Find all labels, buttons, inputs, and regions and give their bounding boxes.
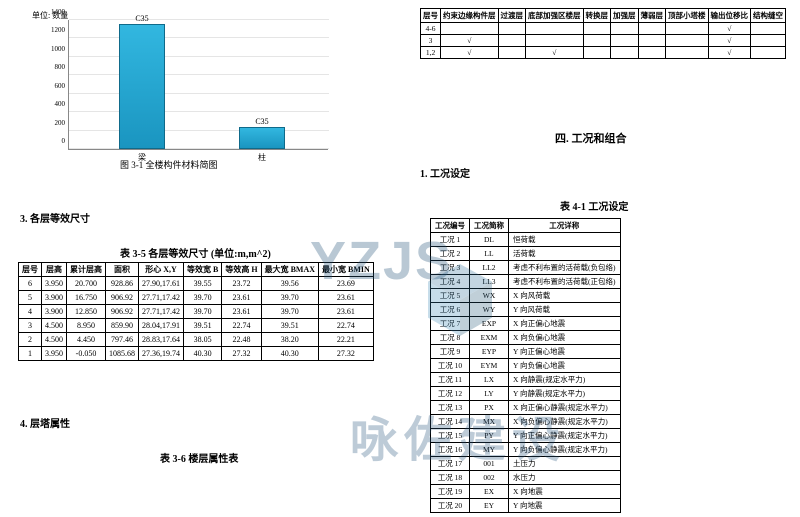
floor-attr-table: 层号 约束边缘构件层 过渡层 底部加强区楼层 转换层 加强层 薄弱层 顶部小塔楼… [420, 8, 786, 59]
table-4-1-title: 表 4-1 工况设定 [560, 198, 628, 213]
floor-size-table: 层号层高累计层高面积形心 X,Y等效宽 B等效高 H最大宽 BMAX最小宽 BM… [18, 262, 374, 361]
table-row: 工况 7EXPX 向正偏心地震 [431, 317, 621, 331]
table-row: 工况 13PXX 向正偏心静震(规定水平力) [431, 401, 621, 415]
section-3-title: 3. 各层等效尺寸 [20, 210, 90, 225]
section-4-heading: 四. 工况和组合 [555, 130, 627, 146]
page-root: 单位: 数量 0 200 400 600 800 1000 1200 1400 … [0, 0, 800, 517]
ytick: 600 [41, 82, 65, 90]
table-row: 工况 11LXX 向静震(规定水平力) [431, 373, 621, 387]
bar-zhu [239, 127, 285, 149]
table-row: 工况编号工况简称工况详称 [431, 219, 621, 233]
table-row: 工况 12LYY 向静震(规定水平力) [431, 387, 621, 401]
col: 结构缝空 [751, 9, 786, 23]
x-category: 柱 [239, 152, 285, 163]
col: 薄弱层 [638, 9, 666, 23]
table-row: 24.5004.450797.4628.83,17.6438.0522.4838… [19, 333, 374, 347]
bar-label: C35 [119, 14, 165, 23]
table-row: 工况 10EYMY 向负偏心地震 [431, 359, 621, 373]
col: 过渡层 [498, 9, 526, 23]
table-row: 63.95020.700928.8627.90,17.6139.5523.723… [19, 277, 374, 291]
table-row: 4-6√ [421, 23, 786, 35]
table-row: 53.90016.750906.9227.71,17.4239.7023.613… [19, 291, 374, 305]
load-case-table: 工况编号工况简称工况详称 工况 1DL恒荷载 工况 2LL活荷载 工况 3LL2… [430, 218, 621, 513]
table-row: 工况 15PYY 向正偏心静震(规定水平力) [431, 429, 621, 443]
table-row: 工况 8EXMX 向负偏心地震 [431, 331, 621, 345]
section-4-left: 4. 层塔属性 [20, 415, 70, 430]
bar-label: C35 [239, 117, 285, 126]
ytick: 200 [41, 119, 65, 127]
chart-plot: 0 200 400 600 800 1000 1200 1400 C35 梁 C… [68, 20, 328, 150]
table-row: 工况 5WXX 向风荷载 [431, 289, 621, 303]
table-row: 工况 4LL3考虑不利布置的活荷载(正包络) [431, 275, 621, 289]
ytick: 400 [41, 100, 65, 108]
floor-attr-table-wrap: 层号 约束边缘构件层 过渡层 底部加强区楼层 转换层 加强层 薄弱层 顶部小塔楼… [420, 8, 786, 59]
section-4-1: 1. 工况设定 [420, 165, 470, 180]
table-row: 工况 18002水压力 [431, 471, 621, 485]
ytick: 1000 [41, 45, 65, 53]
chart-caption: 图 3-1 全楼构件材料简图 [120, 158, 218, 171]
table-row: 层号 约束边缘构件层 过渡层 底部加强区楼层 转换层 加强层 薄弱层 顶部小塔楼… [421, 9, 786, 23]
table-row: 工况 16MYY 向负偏心静震(规定水平力) [431, 443, 621, 457]
ytick: 800 [41, 63, 65, 71]
table-row: 工况 6WYY 向风荷载 [431, 303, 621, 317]
table-row: 34.5008.950859.9028.04,17.9139.5122.7439… [19, 319, 374, 333]
table-row: 工况 3LL2考虑不利布置的活荷载(负包络) [431, 261, 621, 275]
table-row: 3√√ [421, 35, 786, 47]
ytick: 0 [41, 137, 65, 145]
table-row: 工况 2LL活荷载 [431, 247, 621, 261]
table-row: 工况 9EYPY 向正偏心地震 [431, 345, 621, 359]
table-row: 工况 20EYY 向地震 [431, 499, 621, 513]
table-row: 13.950-0.0501085.6827.36,19.7440.3027.32… [19, 347, 374, 361]
table-row: 1,2√√√ [421, 47, 786, 59]
table-row: 工况 19EXX 向地震 [431, 485, 621, 499]
col: 底部加强区楼层 [526, 9, 584, 23]
col: 顶部小塔楼 [666, 9, 709, 23]
table-row: 43.90012.850906.9227.71,17.4239.7023.613… [19, 305, 374, 319]
col: 转换层 [583, 9, 611, 23]
table-row: 工况 1DL恒荷载 [431, 233, 621, 247]
ytick: 1200 [41, 26, 65, 34]
table-row: 层号层高累计层高面积形心 X,Y等效宽 B等效高 H最大宽 BMAX最小宽 BM… [19, 263, 374, 277]
col: 层号 [421, 9, 441, 23]
col: 输出位移比 [708, 9, 751, 23]
table-3-6-title: 表 3-6 楼层属性表 [160, 450, 238, 465]
ytick: 1400 [41, 8, 65, 16]
table-row: 工况 17001土压力 [431, 457, 621, 471]
table-row: 工况 14MXX 向负偏心静震(规定水平力) [431, 415, 621, 429]
col: 加强层 [611, 9, 639, 23]
table-3-5-title: 表 3-5 各层等效尺寸 (单位:m,m^2) [120, 245, 271, 260]
bar-liang [119, 24, 165, 149]
material-bar-chart: 单位: 数量 0 200 400 600 800 1000 1200 1400 … [30, 8, 350, 168]
col: 约束边缘构件层 [441, 9, 499, 23]
